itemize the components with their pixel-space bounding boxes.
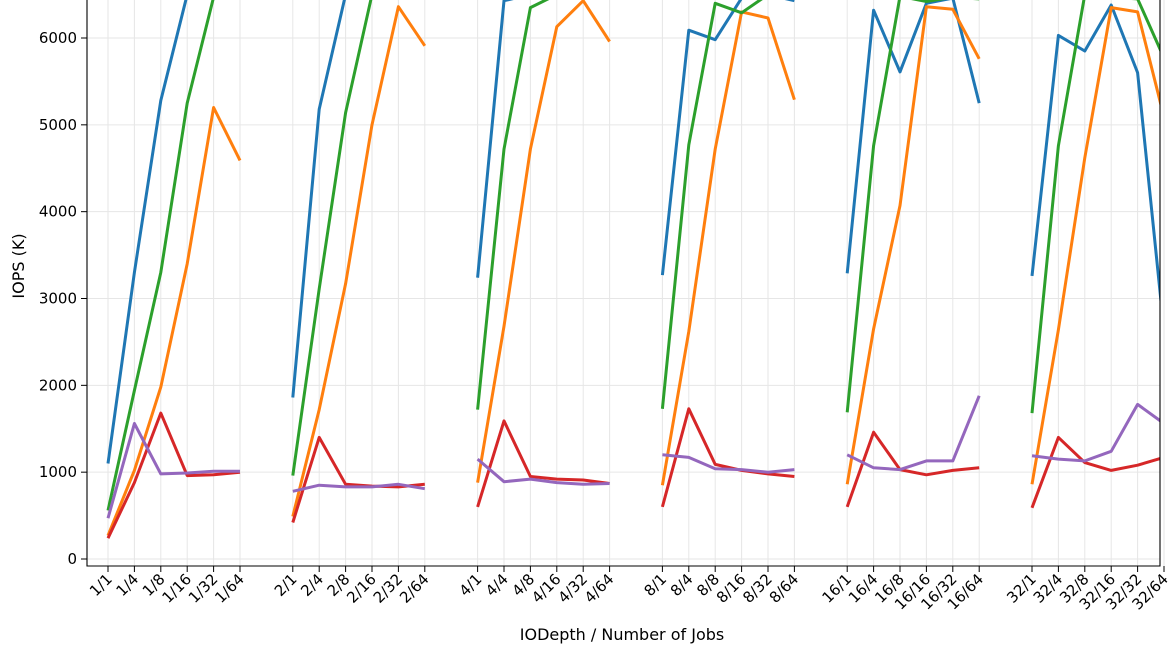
- series-1-group-3-line: [476, 0, 514, 278]
- series-5-group-2-line: [292, 482, 426, 493]
- x-tick-label: 2/1: [271, 570, 301, 600]
- axes-spines: [86, 0, 1161, 567]
- series-1-group-6-line: [1030, 3, 1160, 307]
- x-tick-label: 4/4: [482, 570, 512, 600]
- series-3-group-3-line: [476, 0, 550, 410]
- series-5-group-6-line: [1031, 402, 1160, 463]
- series-5-group-1-line: [106, 422, 240, 519]
- series-4-group-1-line: [106, 411, 241, 539]
- x-tick-label: 8/4: [667, 570, 697, 600]
- y-tick-label: 0: [67, 550, 77, 568]
- series-3-group-1-line: [106, 0, 215, 511]
- series-5-group-5-line: [846, 395, 981, 472]
- series-3-group-6-line: [1030, 0, 1160, 414]
- x-axis-ticks: 1/11/41/81/161/321/64 2/12/42/82/162/322/…: [86, 566, 1170, 613]
- series-3-group-5-line: [845, 0, 980, 413]
- series-2-group-4-line: [660, 10, 796, 486]
- y-tick-label: 3000: [39, 290, 77, 308]
- series-4-group-6-line: [1030, 435, 1160, 509]
- x-tick-label: 1/64: [211, 570, 248, 607]
- series-lines: [106, 0, 1160, 539]
- series-5-group-4-line: [662, 453, 795, 474]
- plot-frame: [86, 0, 1161, 567]
- y-tick-label: 5000: [39, 116, 77, 134]
- series-1-group-2-line: [291, 0, 346, 398]
- series-3-group-2-line: [291, 0, 373, 476]
- series-1-group-1-line: [106, 0, 188, 464]
- series-1-group-5-line: [845, 0, 981, 274]
- series-2-group-5-line: [845, 5, 981, 485]
- grid: [87, 0, 1165, 566]
- x-tick-label: 2/4: [297, 570, 327, 600]
- series-2-group-6-line: [1030, 6, 1160, 485]
- series-4-group-4-line: [660, 407, 795, 508]
- series-2-group-3-line: [476, 0, 611, 483]
- series-2-group-2-line: [291, 5, 427, 517]
- series-5-group-3-line: [476, 457, 610, 486]
- series-3-group-4-line: [660, 0, 763, 409]
- series-4-group-2-line: [291, 435, 425, 523]
- series-4-group-5-line: [845, 430, 980, 508]
- x-tick-label: 2/64: [396, 570, 433, 607]
- x-tick-label: 4/64: [581, 570, 618, 607]
- x-axis-label: IODepth / Number of Jobs: [520, 625, 724, 644]
- x-tick-label: 8/64: [766, 570, 803, 607]
- x-tick-label: 8/1: [640, 570, 670, 600]
- series-1-group-4-line: [660, 0, 795, 276]
- y-tick-label: 6000: [39, 29, 77, 47]
- y-axis-ticks: 0 1000 2000 3000 4000 5000 6000: [39, 29, 87, 568]
- series-2-group-1-line: [106, 106, 242, 537]
- y-tick-label: 4000: [39, 203, 77, 221]
- y-axis-label: IOPS (K): [9, 233, 28, 298]
- series-4-group-3-line: [476, 419, 610, 508]
- y-tick-label: 1000: [39, 463, 77, 481]
- x-tick-label: 1/1: [86, 570, 116, 600]
- x-tick-label: 1/4: [112, 570, 142, 600]
- y-tick-label: 2000: [39, 376, 77, 394]
- x-tick-label: 4/1: [456, 570, 486, 600]
